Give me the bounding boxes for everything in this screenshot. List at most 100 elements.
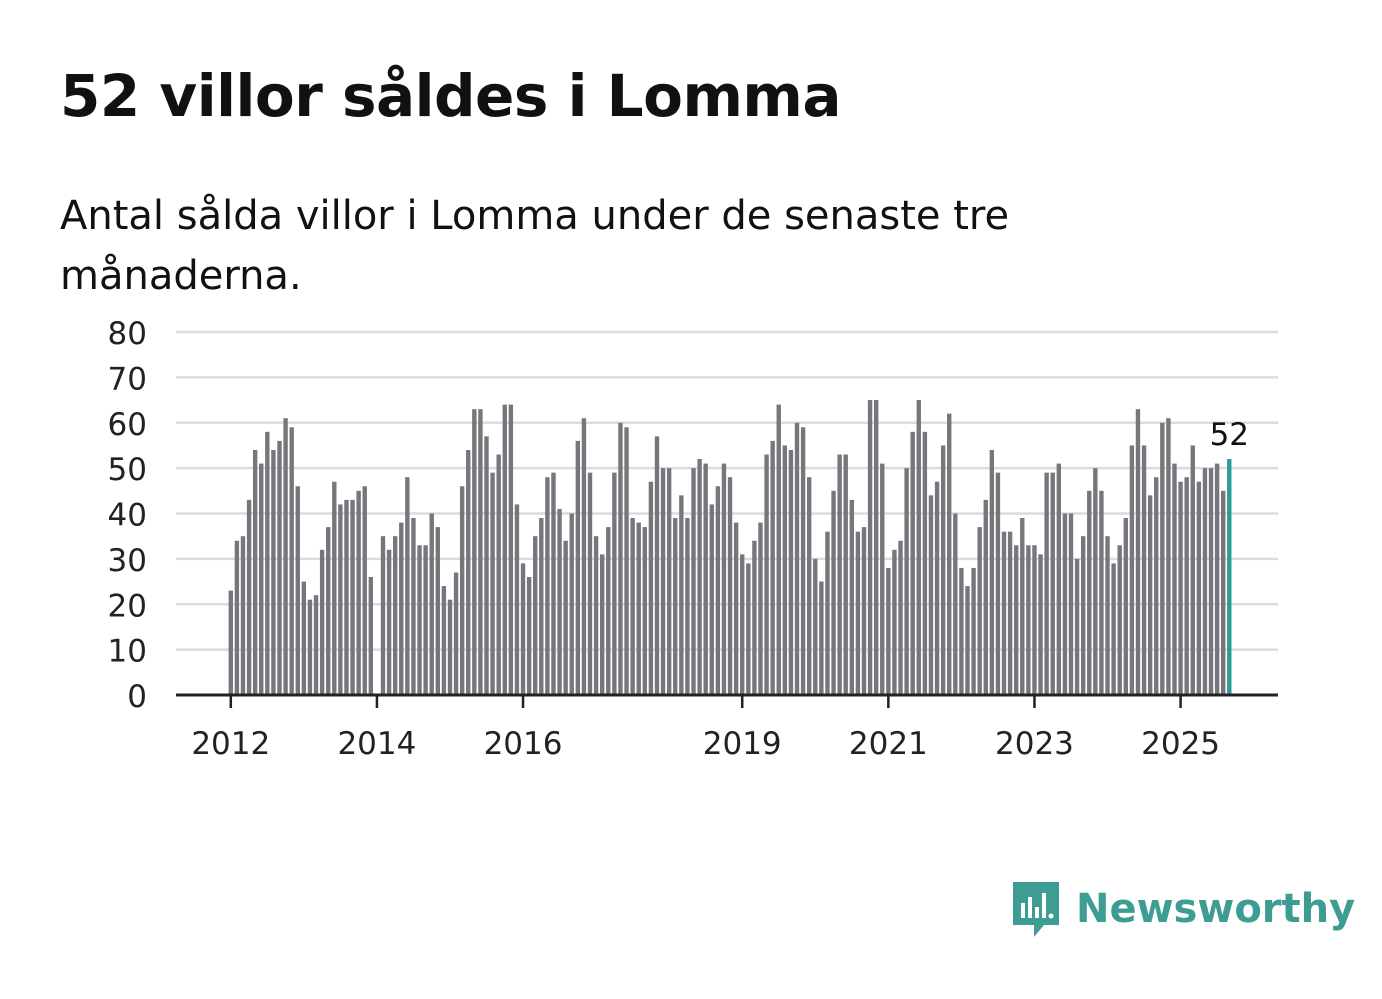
bar <box>989 449 995 695</box>
x-tick-label-2016: 2016 <box>484 726 563 762</box>
bar <box>618 422 623 695</box>
bar <box>405 477 410 695</box>
y-tick-label-80: 80 <box>108 316 147 352</box>
bar <box>673 518 678 695</box>
bars <box>228 400 1232 696</box>
bar <box>1087 490 1092 695</box>
bar <box>1105 536 1110 695</box>
bar <box>350 499 355 695</box>
bar <box>356 490 361 695</box>
brand-logo: Newsworthy <box>1010 878 1355 940</box>
x-tick-label-2019: 2019 <box>703 726 782 762</box>
bar <box>612 472 617 695</box>
bar <box>575 440 581 695</box>
bar <box>368 577 374 695</box>
bar <box>666 468 672 696</box>
bar <box>861 527 867 695</box>
y-tick-label-0: 0 <box>127 679 147 715</box>
bar <box>307 599 313 695</box>
y-tick-label-60: 60 <box>108 407 147 443</box>
bar <box>526 577 532 695</box>
bar <box>417 545 422 695</box>
bar <box>940 445 946 695</box>
x-tick-label-2012: 2012 <box>191 726 270 762</box>
bar <box>520 563 526 695</box>
bar <box>959 567 964 695</box>
bar <box>1062 513 1068 695</box>
bar <box>283 418 288 695</box>
bar <box>746 563 751 695</box>
bar <box>453 572 459 695</box>
bar <box>715 486 721 695</box>
bar <box>392 536 398 695</box>
bar <box>709 504 714 695</box>
brand-name: Newsworthy <box>1076 886 1356 932</box>
bar <box>600 554 605 695</box>
bar <box>825 531 830 695</box>
newsworthy-logo-icon <box>1013 882 1059 937</box>
bar <box>740 554 745 695</box>
bar <box>916 400 921 695</box>
bar <box>606 527 611 695</box>
bar <box>1001 531 1007 695</box>
bar <box>593 536 599 695</box>
bar <box>441 586 447 695</box>
bar <box>319 549 325 695</box>
bar <box>977 527 982 695</box>
bar <box>484 436 489 695</box>
y-tick-label-70: 70 <box>108 361 147 397</box>
bar <box>502 404 507 695</box>
bar <box>1129 445 1135 695</box>
x-axis <box>176 693 1278 708</box>
bar <box>344 499 349 695</box>
chart-title: 52 villor såldes i Lomma <box>60 62 842 130</box>
bar <box>1026 545 1031 695</box>
bar <box>800 427 806 695</box>
bar <box>733 522 739 695</box>
bar <box>1007 531 1013 695</box>
bar <box>332 481 337 695</box>
bar <box>928 495 934 695</box>
bar <box>277 440 282 695</box>
bar <box>886 567 891 695</box>
bar <box>429 513 434 695</box>
bar <box>459 486 465 695</box>
bar <box>386 549 392 695</box>
bar <box>630 518 635 695</box>
x-axis-labels: 2012 2014 2016 2019 2021 2023 2025 <box>191 726 1220 762</box>
bar <box>508 404 514 695</box>
bar <box>1014 545 1019 695</box>
bar <box>569 513 574 695</box>
bar <box>539 518 544 695</box>
bar <box>1166 418 1171 695</box>
bar <box>313 595 319 695</box>
bar <box>697 459 702 695</box>
bar <box>807 477 812 695</box>
bar <box>1093 468 1098 696</box>
bar <box>867 400 873 695</box>
bar <box>685 518 690 695</box>
bar <box>843 454 848 695</box>
bar <box>703 463 708 695</box>
bar <box>1117 545 1122 695</box>
bar <box>782 445 788 695</box>
bar <box>581 418 587 695</box>
bar <box>971 567 976 695</box>
bar <box>1221 490 1226 695</box>
bar <box>679 495 684 695</box>
bar <box>819 581 824 695</box>
x-tick-label-2025: 2025 <box>1141 726 1220 762</box>
bar <box>1147 495 1153 695</box>
bar <box>1135 409 1141 695</box>
bar <box>1190 445 1195 695</box>
bar <box>855 531 861 695</box>
bar <box>770 440 775 695</box>
bar <box>654 436 660 695</box>
bar <box>1123 518 1128 695</box>
bar <box>1184 477 1189 695</box>
bar <box>338 504 343 695</box>
bar <box>764 454 769 695</box>
bar <box>794 422 800 695</box>
bar <box>234 540 240 695</box>
